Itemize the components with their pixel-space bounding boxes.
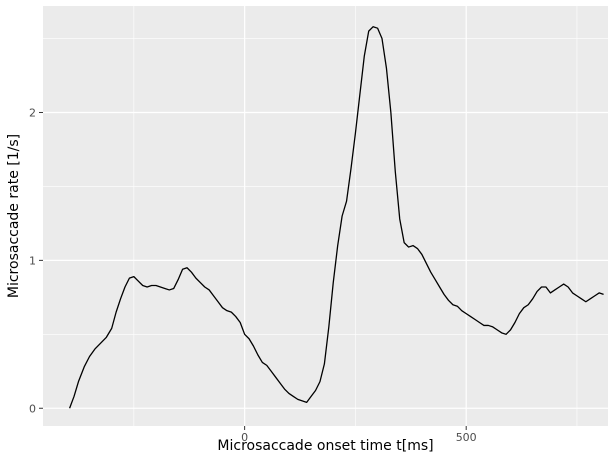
grid-minor <box>43 6 608 426</box>
series-line-microsaccade-rate <box>68 26 604 409</box>
y-tick-label: 0 <box>29 402 36 415</box>
grid-major <box>43 6 608 426</box>
x-tick-label: 500 <box>456 431 477 444</box>
plot-panel <box>43 6 608 426</box>
y-axis-title: Microsaccade rate [1/s] <box>6 134 22 298</box>
x-tick-label: 0 <box>241 431 248 444</box>
y-axis: 0 1 2 <box>29 106 43 415</box>
y-tick-label: 2 <box>29 106 36 119</box>
y-tick-label: 1 <box>29 254 36 267</box>
x-axis: 0 500 <box>241 426 477 444</box>
x-axis-title: Microsaccade onset time t[ms] <box>217 438 433 454</box>
